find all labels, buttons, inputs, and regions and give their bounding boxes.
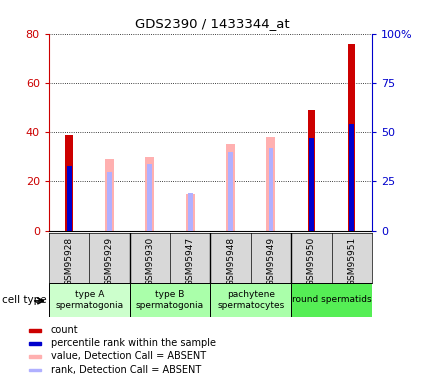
- Text: GSM95928: GSM95928: [65, 237, 74, 286]
- Text: GSM95930: GSM95930: [145, 237, 154, 286]
- Text: round spermatids: round spermatids: [292, 296, 371, 304]
- Bar: [29, 369, 41, 372]
- Text: GSM95949: GSM95949: [266, 237, 275, 286]
- Bar: [228, 152, 233, 231]
- Bar: [226, 144, 235, 231]
- Bar: [269, 148, 273, 231]
- Bar: [29, 329, 41, 332]
- Bar: [49, 283, 130, 317]
- Bar: [291, 283, 372, 317]
- Bar: [147, 164, 152, 231]
- Bar: [266, 137, 275, 231]
- Bar: [145, 157, 154, 231]
- Text: GSM95951: GSM95951: [347, 237, 356, 286]
- Bar: [186, 194, 195, 231]
- Bar: [65, 135, 73, 231]
- Text: type A
spermatogonia: type A spermatogonia: [55, 290, 123, 310]
- Text: pachytene
spermatocytes: pachytene spermatocytes: [217, 290, 284, 310]
- Bar: [67, 166, 71, 231]
- Bar: [348, 44, 355, 231]
- Text: value, Detection Call = ABSENT: value, Detection Call = ABSENT: [51, 351, 206, 361]
- Bar: [188, 193, 193, 231]
- Text: cell type: cell type: [2, 295, 47, 305]
- Bar: [105, 159, 114, 231]
- Bar: [130, 283, 210, 317]
- Text: GSM95947: GSM95947: [186, 237, 195, 286]
- Text: rank, Detection Call = ABSENT: rank, Detection Call = ABSENT: [51, 364, 201, 375]
- Text: GSM95948: GSM95948: [226, 237, 235, 286]
- Bar: [308, 110, 315, 231]
- Text: GSM95950: GSM95950: [307, 237, 316, 286]
- Bar: [107, 172, 112, 231]
- Bar: [309, 138, 314, 231]
- Bar: [210, 283, 291, 317]
- Text: type B
spermatogonia: type B spermatogonia: [136, 290, 204, 310]
- Bar: [29, 355, 41, 358]
- Text: GSM95929: GSM95929: [105, 237, 114, 286]
- Bar: [29, 342, 41, 345]
- Bar: [349, 124, 354, 231]
- Text: percentile rank within the sample: percentile rank within the sample: [51, 338, 215, 348]
- Text: GDS2390 / 1433344_at: GDS2390 / 1433344_at: [135, 17, 290, 30]
- Text: count: count: [51, 326, 78, 335]
